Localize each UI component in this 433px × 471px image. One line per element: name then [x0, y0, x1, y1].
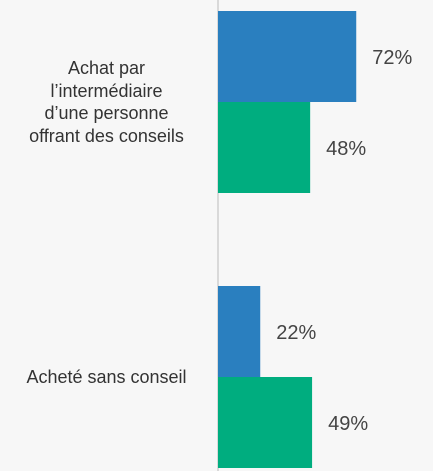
- value-label: 22%: [276, 322, 316, 344]
- category-label: Achat par l’intermédiaire d’une personne…: [29, 58, 184, 146]
- bar: [218, 377, 313, 468]
- category-label: Acheté sans conseil: [26, 366, 187, 387]
- value-label: 49%: [328, 413, 368, 435]
- bar: [218, 286, 261, 377]
- bar: [218, 102, 311, 193]
- bar: [218, 11, 357, 102]
- value-label: 48%: [326, 138, 366, 160]
- value-label: 72%: [372, 47, 412, 69]
